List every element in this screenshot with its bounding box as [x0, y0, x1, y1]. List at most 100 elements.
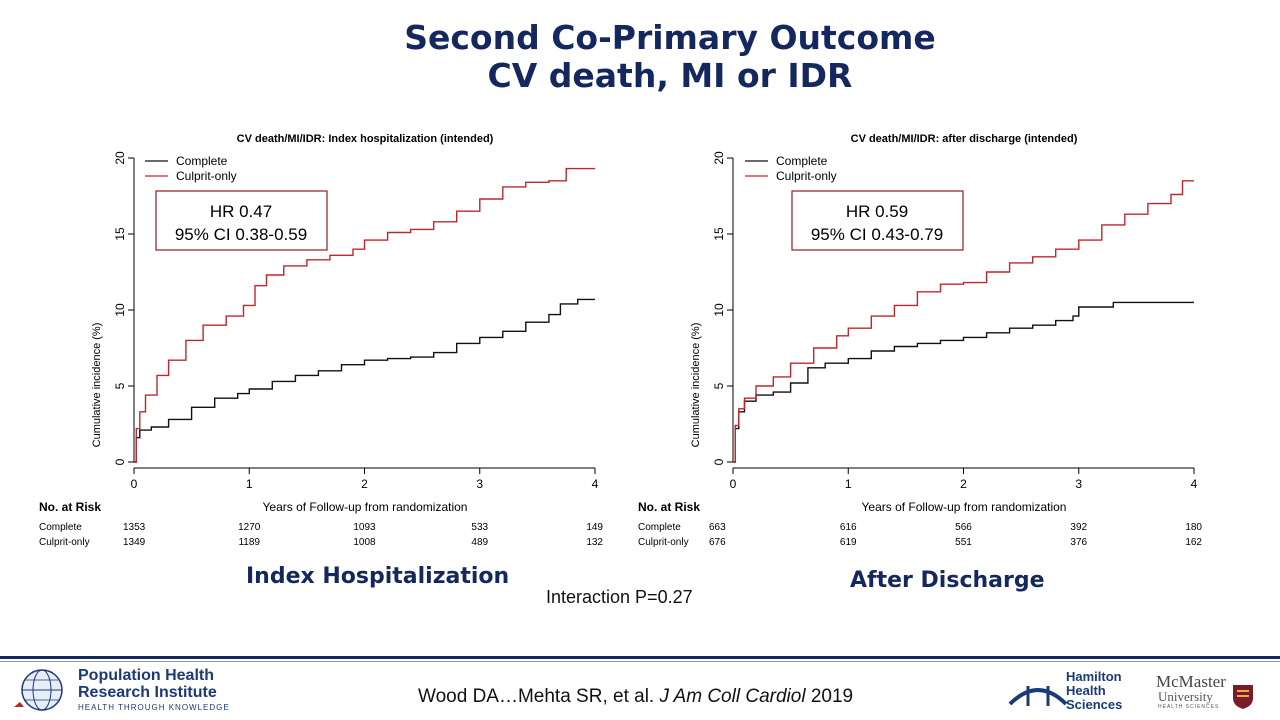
y-tick-label: 10: [712, 303, 726, 317]
risk-row-label-complete: Complete: [39, 522, 82, 533]
series-line-complete: [733, 301, 1194, 463]
risk-value: 162: [1185, 537, 1202, 548]
risk-value: 489: [471, 537, 488, 548]
y-axis-label: Cumulative incidence (%): [690, 323, 702, 448]
axes: [133, 158, 595, 469]
risk-value: 1189: [238, 537, 260, 548]
hhs-logo: Hamilton Health Sciences: [1008, 670, 1148, 714]
legend-culprit: Culprit-only: [776, 169, 837, 183]
chart-after-discharge: CV death/MI/IDR: after discharge (intend…: [638, 133, 1202, 548]
section-label-after-discharge: After Discharge: [850, 568, 1045, 593]
axes: [732, 158, 1194, 469]
x-axis-label: Years of Follow-up from randomization: [263, 500, 468, 514]
x-tick-label: 3: [1075, 477, 1082, 491]
mcmaster-logo: McMaster University HEALTH SCIENCES: [1156, 672, 1276, 716]
series-line-culprit-only: [733, 180, 1194, 463]
risk-row-label-complete: Complete: [638, 522, 681, 533]
risk-value: 1349: [123, 537, 146, 548]
risk-value: 551: [955, 537, 972, 548]
phri-logo: Population Health Research Institute HEA…: [12, 665, 262, 715]
x-tick-labels: 0 1 2 3 4: [730, 468, 1198, 491]
x-tick-label: 2: [361, 477, 368, 491]
risk-row-label-culprit: Culprit-only: [638, 537, 689, 548]
x-tick-label: 3: [476, 477, 483, 491]
risk-value: 1353: [123, 522, 146, 533]
risk-value: 566: [955, 522, 972, 533]
mcm-name-line2: University: [1158, 689, 1213, 704]
hhs-name-line1: Hamilton: [1066, 669, 1122, 684]
risk-value: 676: [709, 537, 726, 548]
x-tick-label: 1: [246, 477, 253, 491]
hr-value: HR 0.59: [846, 202, 908, 221]
y-tick-label: 20: [712, 151, 726, 165]
risk-value: 1270: [238, 522, 261, 533]
phri-name-line1: Population Health: [78, 667, 214, 684]
x-tick-label: 4: [592, 477, 599, 491]
y-tick-label: 5: [113, 382, 127, 389]
y-tick-label: 5: [712, 382, 726, 389]
risk-value: 149: [586, 522, 603, 533]
citation-authors: Wood DA…Mehta SR, et al.: [418, 686, 660, 707]
legend-culprit: Culprit-only: [176, 169, 237, 183]
slide-title-line2: CV death, MI or IDR: [487, 56, 853, 95]
series-line-complete: [134, 298, 595, 463]
y-tick-labels: 0 5 10 15 20: [712, 151, 733, 465]
y-axis-label: Cumulative incidence (%): [91, 323, 103, 448]
risk-table-header: No. at Risk: [39, 500, 101, 514]
risk-value: 663: [709, 522, 726, 533]
risk-table-values: 1353 1270 1093 533 149 1349 1189 1008 489 132: [123, 522, 603, 548]
crest-icon: [1233, 685, 1253, 709]
interaction-p-value: Interaction P=0.27: [546, 587, 693, 607]
risk-table-header: No. at Risk: [638, 500, 700, 514]
legend-complete: Complete: [776, 154, 828, 168]
y-tick-label: 0: [712, 458, 726, 465]
risk-value: 533: [471, 522, 488, 533]
series-line-culprit-only: [134, 167, 595, 463]
hhs-name-line3: Sciences: [1066, 697, 1123, 712]
y-tick-label: 15: [113, 227, 127, 241]
x-axis-label: Years of Follow-up from randomization: [862, 500, 1067, 514]
hr-value: HR 0.47: [210, 202, 272, 221]
risk-value: 1008: [353, 537, 376, 548]
risk-value: 180: [1185, 522, 1202, 533]
x-tick-label: 0: [131, 477, 138, 491]
hr-box: [791, 190, 964, 251]
y-tick-labels: 0 5 10 15 20: [113, 151, 134, 465]
phri-tagline: HEALTH THROUGH KNOWLEDGE: [78, 703, 230, 712]
globe-icon: [14, 669, 63, 711]
citation-journal: J Am Coll Cardiol: [659, 686, 806, 707]
y-tick-label: 0: [113, 458, 127, 465]
y-tick-label: 15: [712, 227, 726, 241]
risk-value: 132: [586, 537, 603, 548]
citation-year: 2019: [805, 686, 854, 707]
y-tick-label: 20: [113, 151, 127, 165]
risk-value: 616: [840, 522, 857, 533]
risk-value: 392: [1070, 522, 1087, 533]
mcm-name-line1: McMaster: [1156, 672, 1226, 691]
x-tick-label: 4: [1191, 477, 1198, 491]
x-tick-label: 1: [845, 477, 852, 491]
risk-value: 1093: [353, 522, 376, 533]
chart-index-hospitalization: CV death/MI/IDR: Index hospitalization (…: [39, 133, 603, 548]
bridge-icon: [1008, 686, 1068, 706]
x-tick-label: 0: [730, 477, 737, 491]
series-lines: [733, 180, 1194, 463]
risk-table-values: 663 616 566 392 180 676 619 551 376 162: [709, 522, 1202, 548]
chart-title: CV death/MI/IDR: Index hospitalization (…: [237, 133, 494, 145]
y-tick-label: 10: [113, 303, 127, 317]
chart-title: CV death/MI/IDR: after discharge (intend…: [851, 133, 1078, 145]
legend-complete: Complete: [176, 154, 228, 168]
x-tick-labels: 0 1 2 3 4: [131, 468, 599, 491]
section-label-index-hospitalization: Index Hospitalization: [246, 564, 510, 589]
risk-value: 376: [1070, 537, 1087, 548]
citation: Wood DA…Mehta SR, et al. J Am Coll Cardi…: [418, 686, 853, 708]
ci-value: 95% CI 0.43-0.79: [811, 225, 943, 244]
risk-row-label-culprit: Culprit-only: [39, 537, 90, 548]
hhs-name-line2: Health: [1066, 683, 1106, 698]
ci-value: 95% CI 0.38-0.59: [175, 225, 307, 244]
footer-divider: [0, 656, 1280, 659]
footer-divider-thin: [0, 661, 1280, 662]
phri-name-line2: Research Institute: [78, 684, 217, 701]
hr-box: [155, 190, 328, 251]
x-tick-label: 2: [960, 477, 967, 491]
